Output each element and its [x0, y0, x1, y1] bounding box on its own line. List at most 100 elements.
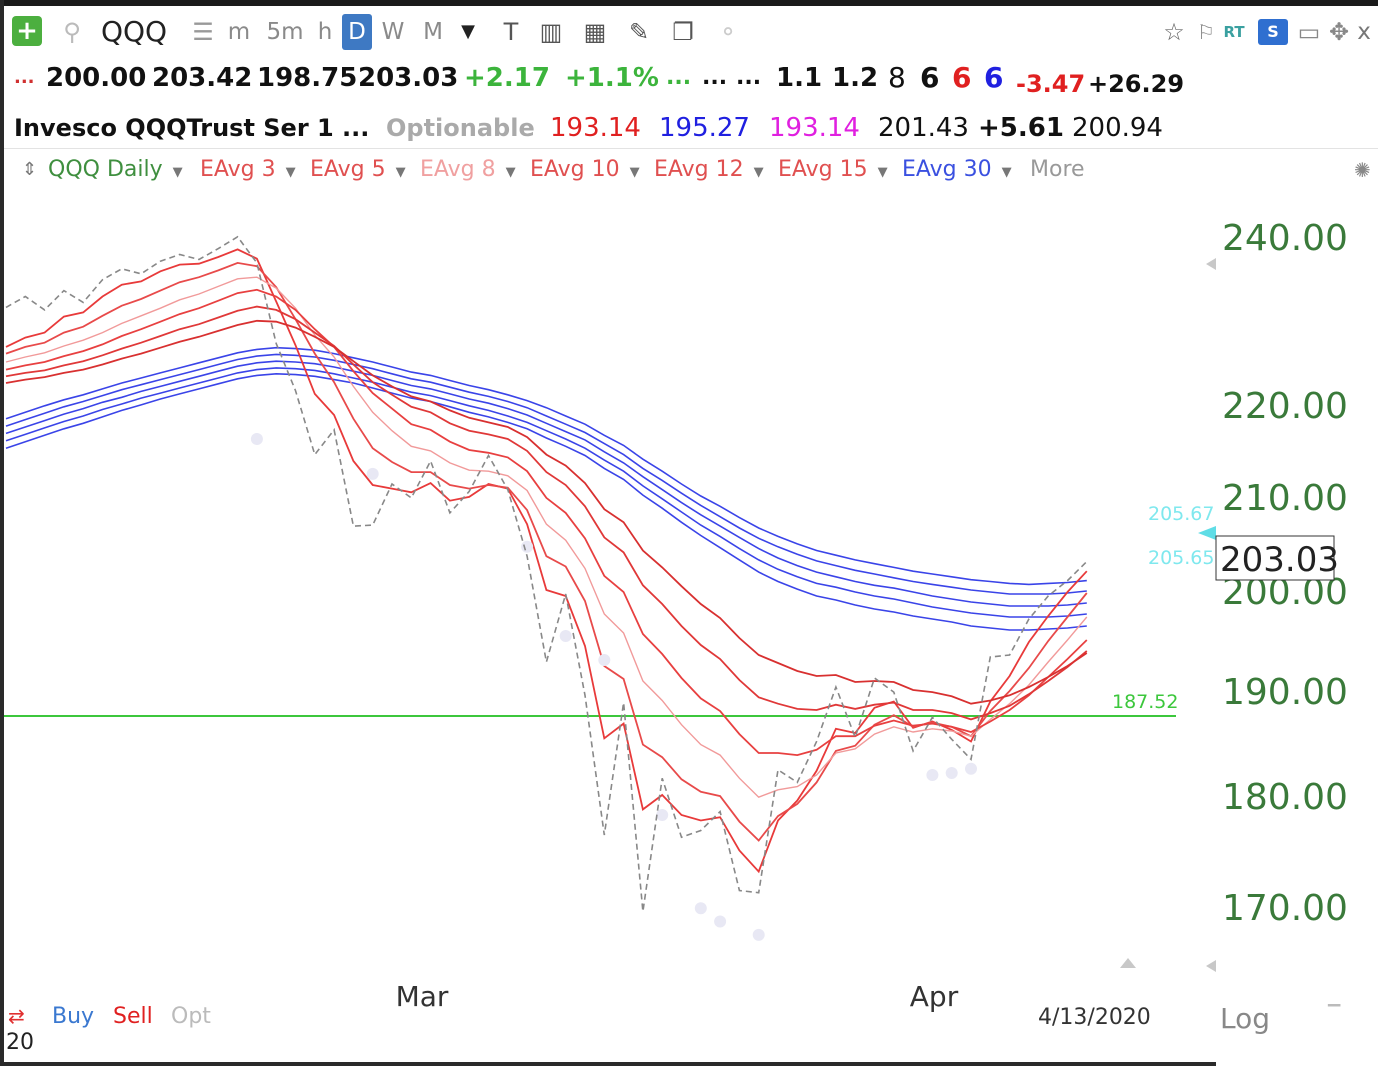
symbol-input[interactable]: QQQ	[100, 15, 168, 48]
price-dot-6	[694, 902, 707, 915]
interval-daily[interactable]: D	[342, 14, 372, 50]
indicator-eavg-3[interactable]: EAvg 3 ▼	[200, 157, 296, 182]
indicator-eavg-5[interactable]: EAvg 5 ▼	[310, 157, 406, 182]
pin-icon[interactable]: ⚲	[63, 18, 81, 46]
open-price: 200.00	[46, 63, 147, 93]
interval-weekly[interactable]: W	[381, 19, 405, 45]
quote-dots-1: ...	[666, 65, 692, 90]
ema-fast-line-5	[5, 319, 1088, 705]
indicator-eavg-12[interactable]: EAvg 12 ▼	[654, 157, 764, 182]
indicator-eavg-15[interactable]: EAvg 15 ▼	[778, 157, 888, 182]
text-tool-icon[interactable]: T	[503, 18, 519, 46]
security-name: Invesco QQQTrust Ser 1	[14, 114, 334, 142]
ema-fast-line-4	[5, 305, 1088, 721]
toolbar: + ⚲ QQQ ☰ m 5m h D W M ▼ T ▥ ▦ ✎ ❐ ⚬ ☆ ⚐…	[4, 6, 1378, 56]
buy-button[interactable]: Buy	[52, 1004, 95, 1029]
stat-3: 193.14	[769, 113, 860, 143]
share-icon[interactable]: ⚬	[717, 18, 739, 46]
sort-icon[interactable]: ⇕	[22, 159, 38, 180]
x-tick-label: Mar	[396, 980, 449, 1013]
scroll-left-icon	[1206, 258, 1216, 270]
indicator-eavg-30[interactable]: EAvg 30 ▼	[902, 157, 1012, 182]
y-tick-label: 220.00	[1222, 386, 1348, 427]
pencil-icon[interactable]: ✎	[628, 18, 650, 46]
value-1: 1.1	[776, 63, 823, 93]
price-dot-5	[656, 808, 669, 821]
stat-1: 193.14	[550, 113, 641, 143]
star-icon[interactable]: ☆	[1163, 18, 1185, 46]
indicator-bar: ⇕ QQQ Daily ▼ EAvg 3 ▼ EAvg 5 ▼ EAvg 8 ▼ EAv…	[4, 148, 1378, 190]
price-change: +2.17	[464, 63, 550, 93]
count-3: 6	[952, 61, 972, 94]
close-icon[interactable]: x	[1357, 19, 1371, 45]
palette-icon[interactable]: ✺	[1354, 158, 1371, 182]
ema-fast-line-3	[5, 288, 1088, 757]
realtime-button[interactable]: RT	[1223, 23, 1245, 41]
trade-icon[interactable]: ⇄	[8, 1004, 25, 1028]
y-tick-label: 210.00	[1222, 478, 1348, 519]
add-symbol-button[interactable]: +	[12, 16, 42, 46]
y-tick-label: 180.00	[1222, 777, 1348, 818]
last-price-label: 203.03	[1220, 540, 1339, 580]
interval-monthly[interactable]: M	[423, 19, 443, 45]
interval-dropdown-icon[interactable]: ▼	[461, 21, 475, 42]
interval-5min[interactable]: 5m	[266, 19, 304, 45]
scroll-up-icon	[1120, 958, 1136, 968]
quote-dots-3: ...	[736, 65, 762, 90]
ema-fast-line-2	[5, 276, 1088, 799]
opt-button[interactable]: Opt	[171, 1004, 211, 1029]
count-4: 6	[984, 61, 1004, 94]
stat-6: 200.94	[1072, 113, 1163, 143]
bar-chart-icon[interactable]: ▥	[539, 18, 563, 46]
count-2: 6	[920, 61, 940, 94]
date-label: 4/13/2020	[1038, 1005, 1151, 1030]
flag-icon[interactable]: ⚐	[1197, 20, 1215, 44]
more-button[interactable]: More	[1030, 157, 1085, 182]
price-dot-3	[559, 630, 572, 642]
price-dot-4	[598, 654, 611, 666]
last-price-box	[1215, 535, 1335, 581]
close-price: 203.03	[358, 63, 459, 93]
neg-value: -3.47	[1016, 70, 1086, 98]
indicator-eavg-10[interactable]: EAvg 10 ▼	[530, 157, 640, 182]
ema-slow-line-1	[5, 367, 1087, 618]
ema-fast-line-0	[5, 248, 1088, 874]
s-button[interactable]: S	[1258, 19, 1288, 45]
window-frame-left	[0, 0, 4, 1066]
x-tick-label: Apr	[910, 980, 959, 1013]
corner-label: 20	[6, 1030, 34, 1055]
stat-2: 195.27	[659, 113, 750, 143]
layers-icon[interactable]: ❐	[672, 18, 694, 46]
scale-settings-icon[interactable]: ▔	[1328, 1004, 1341, 1023]
value-2: 1.2	[832, 63, 879, 93]
marker-label: 205.67	[1148, 503, 1214, 525]
quote-dots-2: ...	[702, 65, 728, 90]
move-icon[interactable]: ✥	[1328, 18, 1350, 46]
pos-value: +26.29	[1088, 70, 1185, 98]
price-dot-10	[945, 766, 958, 779]
indicator-qqq-daily[interactable]: QQQ Daily ▼	[48, 157, 183, 182]
list-icon[interactable]: ☰	[192, 18, 214, 46]
grid-add-icon[interactable]: ▦	[583, 18, 607, 46]
ema-slow-line-4	[5, 346, 1087, 586]
window-icon[interactable]: ▭	[1297, 18, 1321, 46]
price-dot-9	[926, 769, 939, 782]
y-tick-label: 190.00	[1222, 672, 1348, 713]
marker-label: 205.65	[1148, 547, 1214, 569]
indicator-eavg-8[interactable]: EAvg 8 ▼	[420, 157, 516, 182]
name-dots: ...	[342, 114, 370, 142]
low-price: 198.75	[257, 63, 358, 93]
support-line-label: 187.52	[1112, 691, 1178, 713]
scroll-left-bottom-icon	[1206, 960, 1216, 972]
log-scale-button[interactable]: Log	[1220, 1002, 1271, 1035]
y-tick-label: 170.00	[1222, 888, 1348, 929]
price-dot-0	[250, 432, 263, 445]
price-dot-8	[752, 928, 765, 941]
interval-minute[interactable]: m	[227, 19, 251, 45]
sell-button[interactable]: Sell	[113, 1004, 153, 1029]
stat-4: 201.43	[878, 113, 969, 143]
price-dot-2	[521, 540, 534, 553]
price-change-pct: +1.1%	[565, 63, 659, 93]
interval-hour[interactable]: h	[317, 19, 333, 45]
